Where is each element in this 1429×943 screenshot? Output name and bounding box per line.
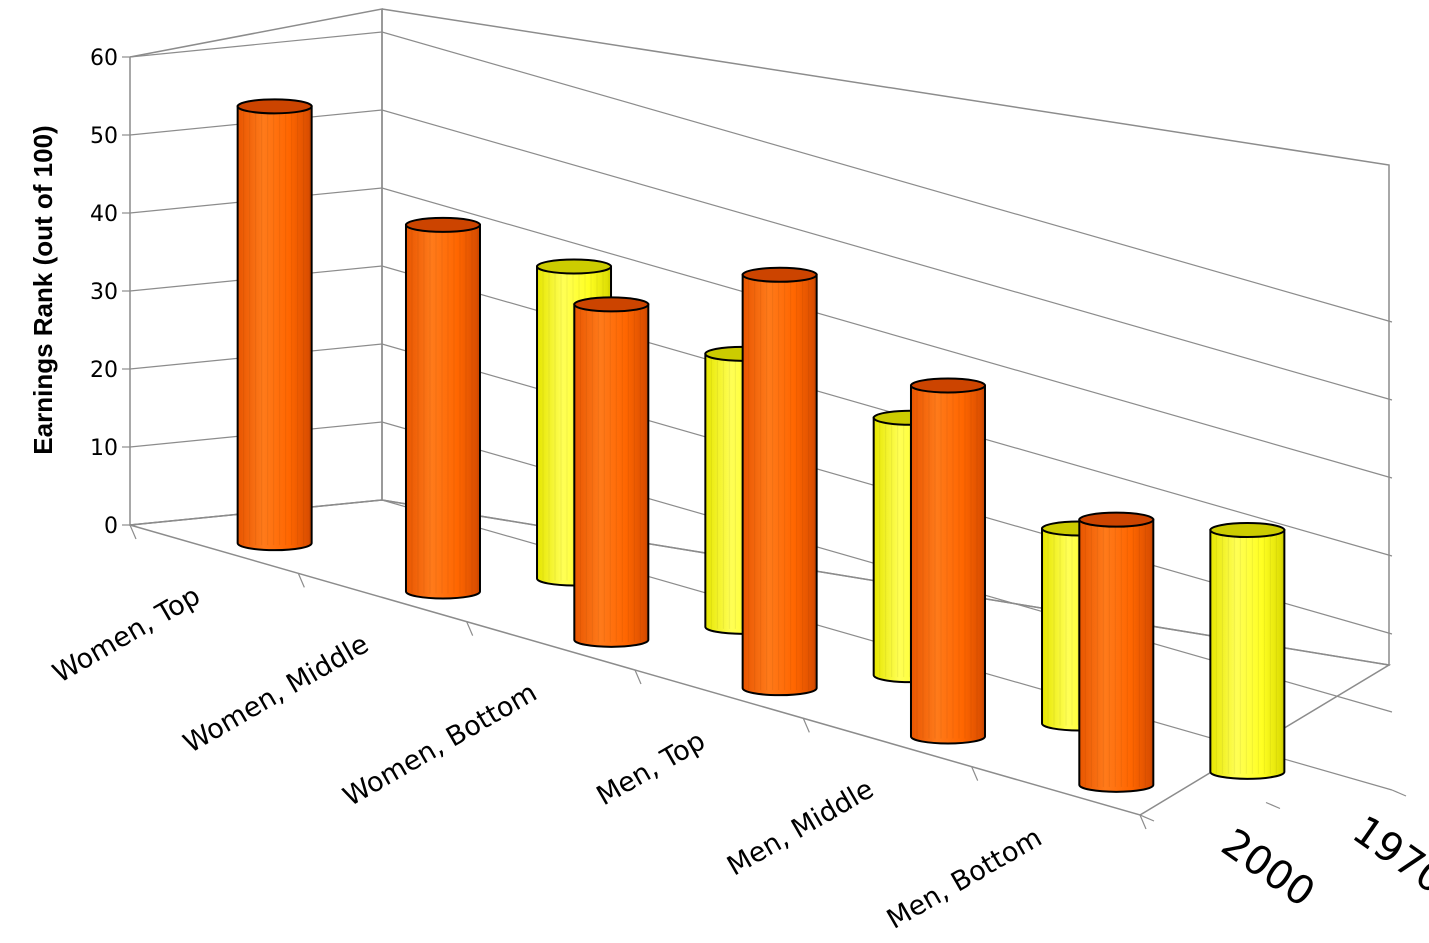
y-tick-label: 60: [90, 46, 118, 71]
bar-body: [573, 303, 650, 648]
category-label: Men, Bottom: [882, 822, 1048, 935]
series-label: 2000: [1213, 820, 1323, 916]
x-axis: [129, 524, 1407, 830]
bar-top: [909, 377, 986, 394]
bar-body: [404, 223, 481, 600]
bar-body: [1209, 529, 1286, 780]
category-label: Women, Top: [48, 580, 206, 689]
x-tick-mark: [466, 621, 474, 636]
z-tick-mark: [1391, 789, 1407, 797]
x-tick-mark: [1139, 814, 1147, 830]
gridline: [129, 109, 1393, 401]
gridline: [129, 187, 1393, 479]
bar-top: [236, 98, 313, 115]
bar-top: [573, 296, 650, 313]
bar: [236, 98, 313, 552]
x-tick-mark: [802, 718, 810, 733]
z-tick-mark: [1265, 801, 1281, 810]
gridline: [129, 31, 1393, 323]
category-label: Men, Middle: [722, 774, 879, 883]
bar-top: [1209, 522, 1286, 539]
y-tick-label: 20: [90, 358, 118, 383]
bar-body: [909, 384, 986, 745]
category-label: Women, Bottom: [338, 677, 542, 813]
bars: [236, 98, 1286, 793]
y-tick-label: 40: [90, 202, 118, 227]
y-tick-label: 10: [90, 436, 118, 461]
y-tick-label: 30: [90, 280, 118, 305]
x-tick-mark: [971, 766, 979, 781]
z-tick-mark: [1139, 814, 1155, 822]
bar-body: [1078, 518, 1155, 793]
bar: [741, 266, 818, 697]
bar: [1078, 511, 1155, 793]
category-label: Men, Top: [591, 725, 710, 812]
gridline: [129, 265, 1393, 557]
y-axis-label: Earnings Rank (out of 100): [28, 125, 58, 454]
bar-top: [404, 216, 481, 233]
bar-top: [741, 266, 818, 283]
x-tick-mark: [634, 669, 642, 685]
y-tick-label: 50: [90, 124, 118, 149]
category-label: Women, Middle: [178, 629, 374, 760]
bar: [573, 296, 650, 648]
bar: [404, 216, 481, 600]
bar-body: [236, 105, 313, 552]
bar-top: [536, 258, 613, 275]
y-tick-label: 0: [104, 514, 118, 539]
gridlines: [129, 31, 1393, 791]
series-label: 1970: [1344, 807, 1429, 903]
x-tick-mark: [297, 573, 305, 588]
bar-top: [1078, 511, 1155, 528]
bar: [1209, 522, 1286, 780]
bar-body: [741, 273, 818, 697]
y-axis: 0 10 20 30 40 50 60: [90, 46, 130, 539]
bar: [909, 377, 986, 745]
x-tick-mark: [129, 524, 137, 540]
